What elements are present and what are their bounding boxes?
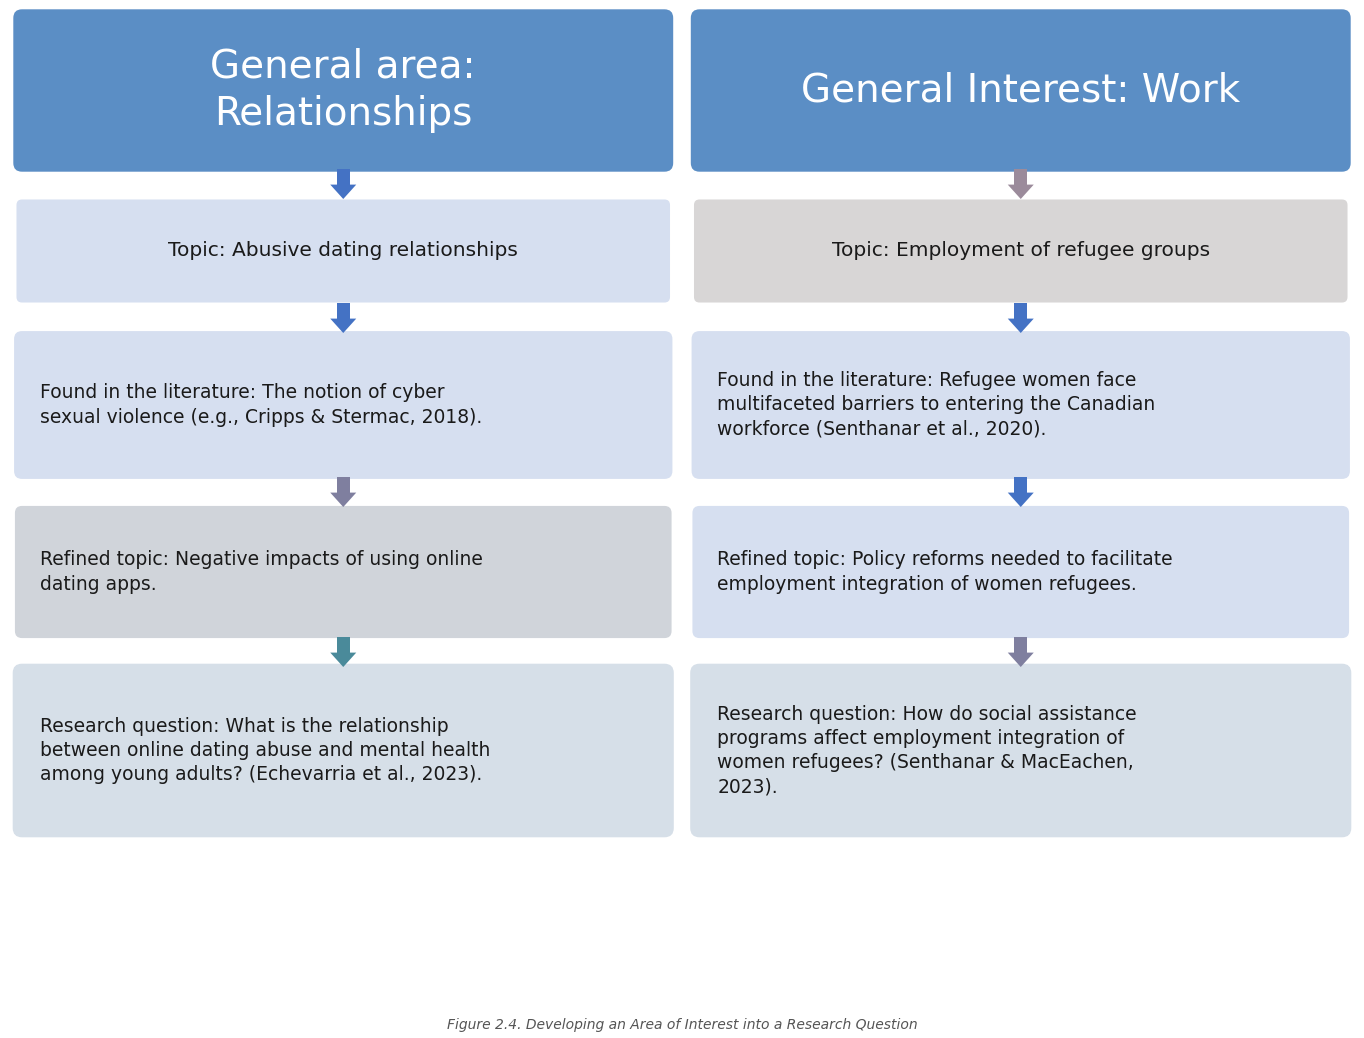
Bar [1015,303,1027,319]
Bar [1015,637,1027,653]
FancyBboxPatch shape [15,506,671,638]
Polygon shape [330,185,356,199]
FancyBboxPatch shape [16,199,670,302]
Text: Research question: What is the relationship
between online dating abuse and ment: Research question: What is the relations… [40,717,491,785]
Text: Found in the literature: Refugee women face
multifaceted barriers to entering th: Found in the literature: Refugee women f… [717,372,1155,439]
Text: Topic: Abusive dating relationships: Topic: Abusive dating relationships [168,242,518,261]
Text: General Interest: Work: General Interest: Work [801,72,1240,109]
Text: Found in the literature: The notion of cyber
sexual violence (e.g., Cripps & Ste: Found in the literature: The notion of c… [40,383,483,427]
FancyBboxPatch shape [12,663,674,838]
FancyBboxPatch shape [14,331,672,479]
FancyBboxPatch shape [694,199,1348,302]
Bar [1015,169,1027,185]
FancyBboxPatch shape [692,331,1350,479]
Text: General area:
Relationships: General area: Relationships [210,48,476,133]
Polygon shape [1008,653,1034,667]
Text: Topic: Employment of refugee groups: Topic: Employment of refugee groups [832,242,1210,261]
Bar [1015,477,1027,493]
Polygon shape [1008,185,1034,199]
Text: Refined topic: Negative impacts of using online
dating apps.: Refined topic: Negative impacts of using… [40,550,483,594]
Bar [337,637,349,653]
FancyBboxPatch shape [690,9,1350,171]
Bar [337,169,349,185]
Text: Research question: How do social assistance
programs affect employment integrati: Research question: How do social assista… [717,705,1138,796]
Polygon shape [330,319,356,333]
Text: Refined topic: Policy reforms needed to facilitate
employment integration of wom: Refined topic: Policy reforms needed to … [717,550,1173,594]
Bar [337,477,349,493]
Polygon shape [1008,319,1034,333]
FancyBboxPatch shape [693,506,1349,638]
FancyBboxPatch shape [14,9,674,171]
Polygon shape [1008,493,1034,507]
Text: Figure 2.4. Developing an Area of Interest into a Research Question: Figure 2.4. Developing an Area of Intere… [446,1018,918,1032]
Polygon shape [330,493,356,507]
Bar [337,303,349,319]
Polygon shape [330,653,356,667]
FancyBboxPatch shape [690,663,1352,838]
